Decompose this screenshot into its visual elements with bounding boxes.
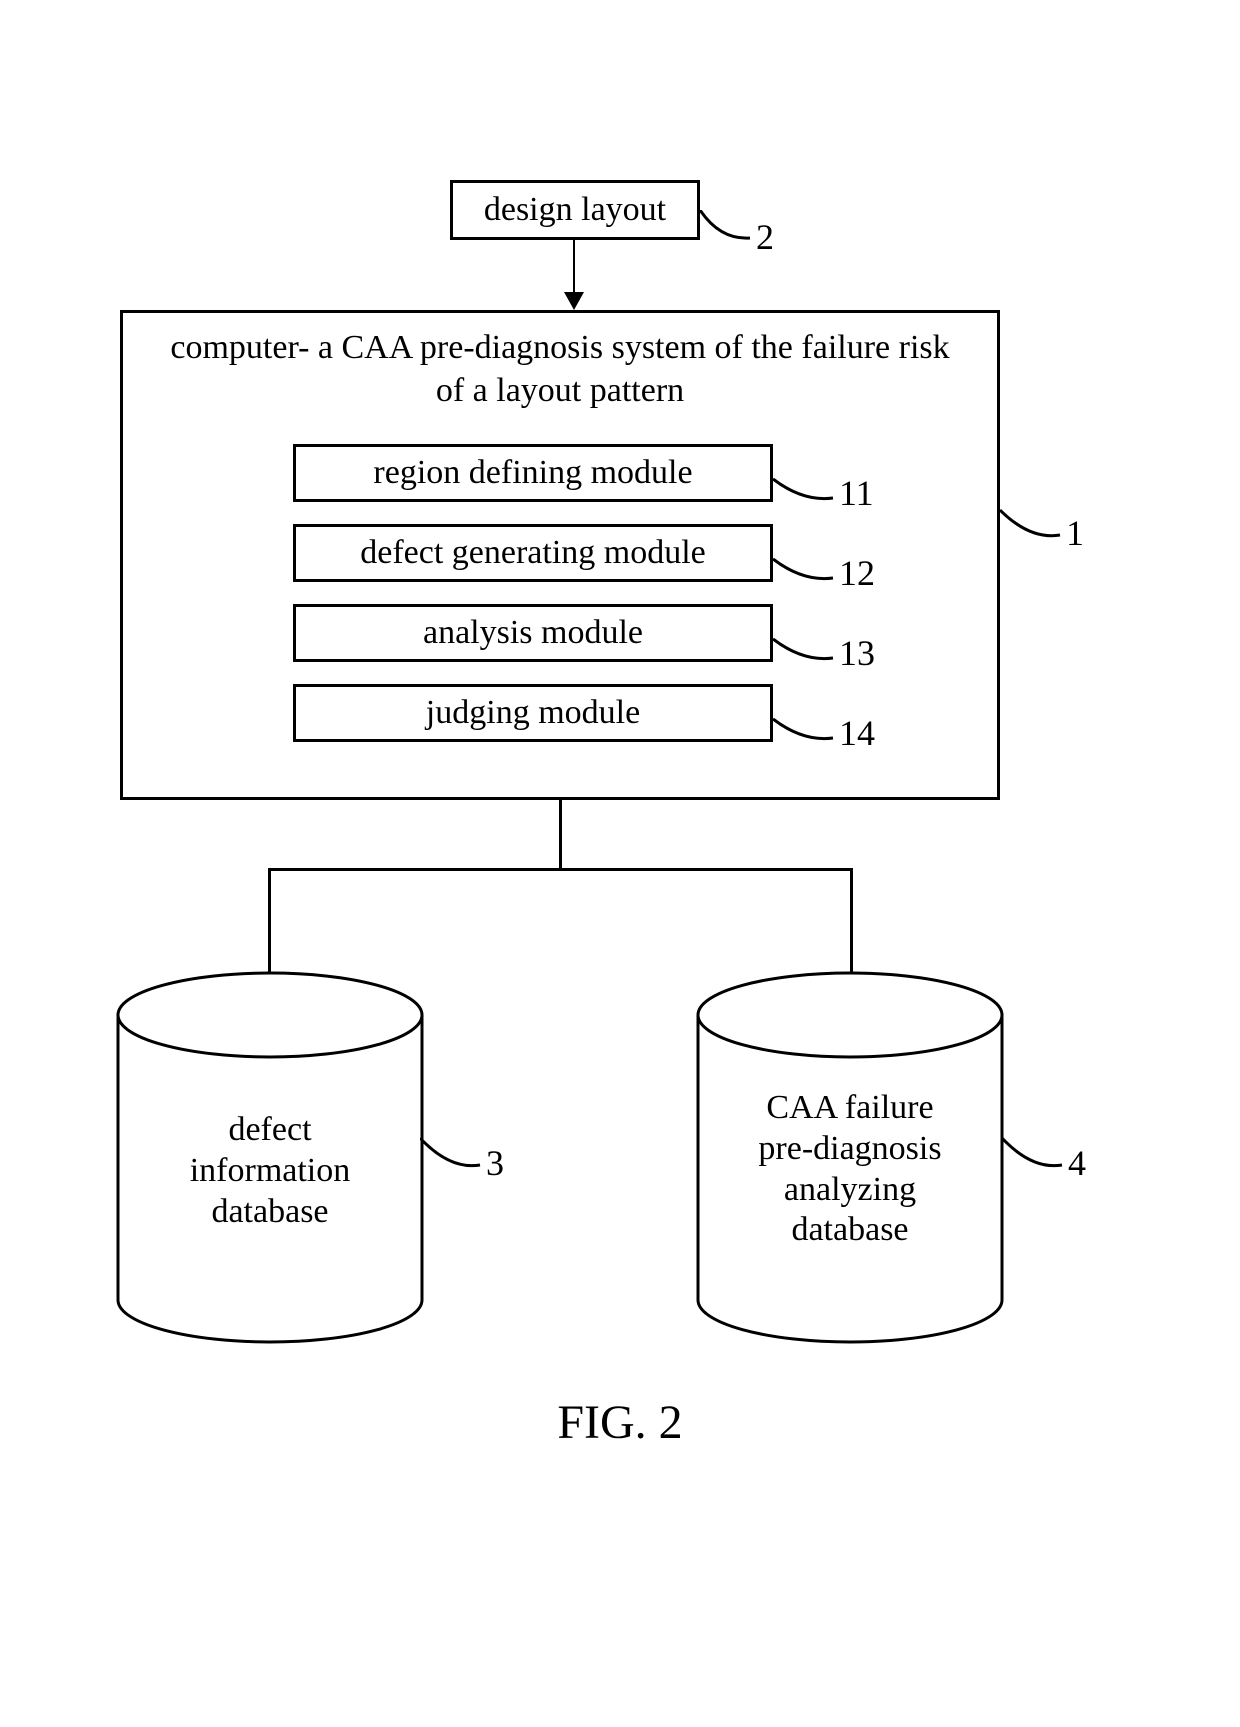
judging-module-box: judging module (293, 684, 773, 742)
ref-13: 13 (839, 632, 875, 674)
leader-ref-4: 4 (1002, 1130, 1102, 1180)
region-defining-module-box: region defining module (293, 444, 773, 502)
leader-ref-2: 2 (700, 210, 790, 250)
module-label-2: analysis module (423, 614, 643, 652)
module-label-0: region defining module (373, 454, 692, 492)
design-layout-box: design layout (450, 180, 700, 240)
db-left-label: defect information database (115, 1110, 425, 1232)
module-row-0: region defining module 11 (123, 444, 997, 514)
ref-12: 12 (839, 552, 875, 594)
connector-vertical-main (559, 800, 562, 870)
module-label-3: judging module (426, 694, 640, 732)
analysis-module-box: analysis module (293, 604, 773, 662)
leader-ref-13: 13 (773, 610, 923, 668)
ref-4: 4 (1068, 1142, 1086, 1184)
module-row-1: defect generating module 12 (123, 524, 997, 594)
ref-11: 11 (839, 472, 874, 514)
figure-label: FIG. 2 (120, 1395, 1120, 1450)
ref-1: 1 (1066, 512, 1084, 554)
module-row-3: judging module 14 (123, 684, 997, 754)
module-row-2: analysis module 13 (123, 604, 997, 674)
leader-ref-1: 1 (1000, 500, 1100, 550)
defect-information-database: defect information database (115, 970, 425, 1350)
leader-ref-11: 11 (773, 450, 923, 508)
connector-horizontal-split (268, 868, 853, 871)
db-right-label: CAA failure pre-diagnosis analyzing data… (695, 1088, 1005, 1251)
ref-3: 3 (486, 1142, 504, 1184)
leader-ref-12: 12 (773, 530, 923, 588)
module-label-1: defect generating module (360, 534, 706, 572)
leader-ref-3: 3 (420, 1130, 520, 1180)
defect-generating-module-box: defect generating module (293, 524, 773, 582)
main-system-title: computer- a CAA pre-diagnosis system of … (123, 313, 997, 434)
caa-failure-database: CAA failure pre-diagnosis analyzing data… (695, 970, 1005, 1350)
arrow-icon (573, 240, 575, 295)
design-layout-label: design layout (484, 191, 666, 229)
ref-14: 14 (839, 712, 875, 754)
main-system-box: computer- a CAA pre-diagnosis system of … (120, 310, 1000, 800)
ref-2: 2 (756, 216, 774, 258)
leader-ref-14: 14 (773, 690, 923, 748)
